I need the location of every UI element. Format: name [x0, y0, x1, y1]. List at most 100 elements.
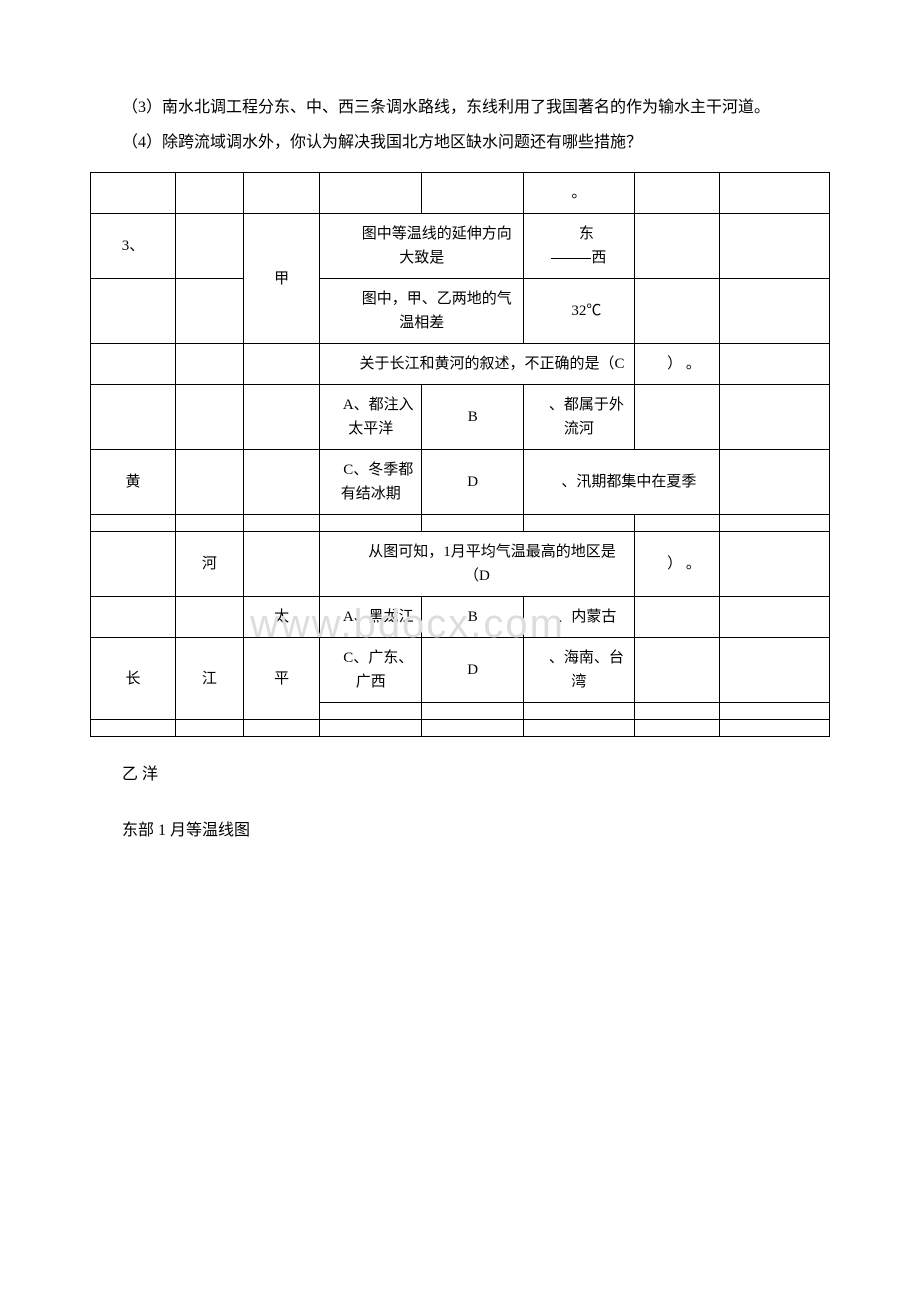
cell: 图中，甲、乙两地的气温相差 [320, 279, 524, 344]
cell: 、汛期都集中在夏季 [524, 450, 719, 515]
cell [243, 515, 319, 532]
cell: 黄 [91, 450, 176, 515]
cell [719, 214, 829, 279]
cell: 长 [91, 638, 176, 720]
cell [719, 173, 829, 214]
cell [243, 532, 319, 597]
cell [243, 385, 319, 450]
cell [91, 597, 176, 638]
cell [91, 279, 176, 344]
cell [175, 173, 243, 214]
cell [634, 720, 719, 737]
below-line-1: 乙 洋 [90, 757, 830, 792]
document-page: （3）南水北调工程分东、中、西三条调水路线，东线利用了我国著名的作为输水主干河道… [0, 0, 920, 908]
cell [524, 515, 634, 532]
cell: D [422, 638, 524, 703]
cell [422, 515, 524, 532]
cell [320, 703, 422, 720]
cell [175, 279, 243, 344]
table-row: 。 [91, 173, 830, 214]
cell: 甲 [243, 214, 319, 344]
cell [175, 214, 243, 279]
cell-text-bottom: 西 [591, 250, 606, 266]
cell [422, 703, 524, 720]
cell [719, 597, 829, 638]
cell [634, 385, 719, 450]
cell [243, 720, 319, 737]
cell [243, 173, 319, 214]
cell [719, 279, 829, 344]
cell [422, 720, 524, 737]
table-row: A、都注入太平洋 B 、都属于外流河 [91, 385, 830, 450]
table-row: 黄 C、冬季都有结冰期 D 、汛期都集中在夏季 [91, 450, 830, 515]
cell [175, 450, 243, 515]
cell [320, 515, 422, 532]
cell [91, 385, 176, 450]
cell: B [422, 385, 524, 450]
cell: 。 [524, 173, 634, 214]
cell: 图中等温线的延伸方向大致是 [320, 214, 524, 279]
cell [719, 450, 829, 515]
cell [719, 385, 829, 450]
cell: 、内蒙古 [524, 597, 634, 638]
table-row: 长 江 平 C、广东、广西 D 、海南、台湾 [91, 638, 830, 703]
cell [320, 173, 422, 214]
cell: A、都注入太平洋 [320, 385, 422, 450]
paragraph-3: （3）南水北调工程分东、中、西三条调水路线，东线利用了我国著名的作为输水主干河道… [90, 90, 830, 125]
table-row: 关于长江和黄河的叙述，不正确的是（C ） 。 [91, 344, 830, 385]
cell: C、广东、广西 [320, 638, 422, 703]
cell [175, 597, 243, 638]
cell [91, 344, 176, 385]
cell [243, 450, 319, 515]
cell: A、黑龙江 [320, 597, 422, 638]
cell [719, 703, 829, 720]
cell [719, 515, 829, 532]
cell: 从图可知，1月平均气温最高的地区是（D [320, 532, 634, 597]
cell [634, 638, 719, 703]
cell: B [422, 597, 524, 638]
cell [524, 720, 634, 737]
paragraph-4: （4）除跨流域调水外，你认为解决我国北方地区缺水问题还有哪些措施？ [90, 125, 830, 160]
cell [719, 532, 829, 597]
cell: 河 [175, 532, 243, 597]
table-row: 太 A、黑龙江 B 、内蒙古 [91, 597, 830, 638]
cell: ） 。 [634, 344, 719, 385]
cell [175, 385, 243, 450]
cell [524, 703, 634, 720]
cell [243, 344, 319, 385]
cell [634, 597, 719, 638]
cell [91, 515, 176, 532]
table-row [91, 720, 830, 737]
table-container: 。 3、 甲 图中等温线的延伸方向大致是 东 西 [90, 172, 830, 737]
cell [91, 532, 176, 597]
cell [175, 720, 243, 737]
cell [320, 720, 422, 737]
cell [422, 173, 524, 214]
cell: ） 。 [634, 532, 719, 597]
cell: 平 [243, 638, 319, 720]
cell [634, 515, 719, 532]
cell: 关于长江和黄河的叙述，不正确的是（C [320, 344, 634, 385]
cell: 、海南、台湾 [524, 638, 634, 703]
cell: 太 [243, 597, 319, 638]
cell: C、冬季都有结冰期 [320, 450, 422, 515]
cell [719, 344, 829, 385]
cell: 、都属于外流河 [524, 385, 634, 450]
cell-text-top: 东 [564, 226, 594, 242]
cell [634, 173, 719, 214]
blank-underline [551, 258, 591, 259]
cell [91, 720, 176, 737]
cell [634, 214, 719, 279]
cell: 32℃ [524, 279, 634, 344]
table-row [91, 515, 830, 532]
cell: 3、 [91, 214, 176, 279]
below-line-2: 东部 1 月等温线图 [90, 813, 830, 848]
main-table: 。 3、 甲 图中等温线的延伸方向大致是 东 西 [90, 172, 830, 737]
table-row: 图中，甲、乙两地的气温相差 32℃ [91, 279, 830, 344]
table-row: 3、 甲 图中等温线的延伸方向大致是 东 西 [91, 214, 830, 279]
cell [175, 344, 243, 385]
cell: 江 [175, 638, 243, 720]
cell [719, 720, 829, 737]
cell [634, 279, 719, 344]
cell [91, 173, 176, 214]
